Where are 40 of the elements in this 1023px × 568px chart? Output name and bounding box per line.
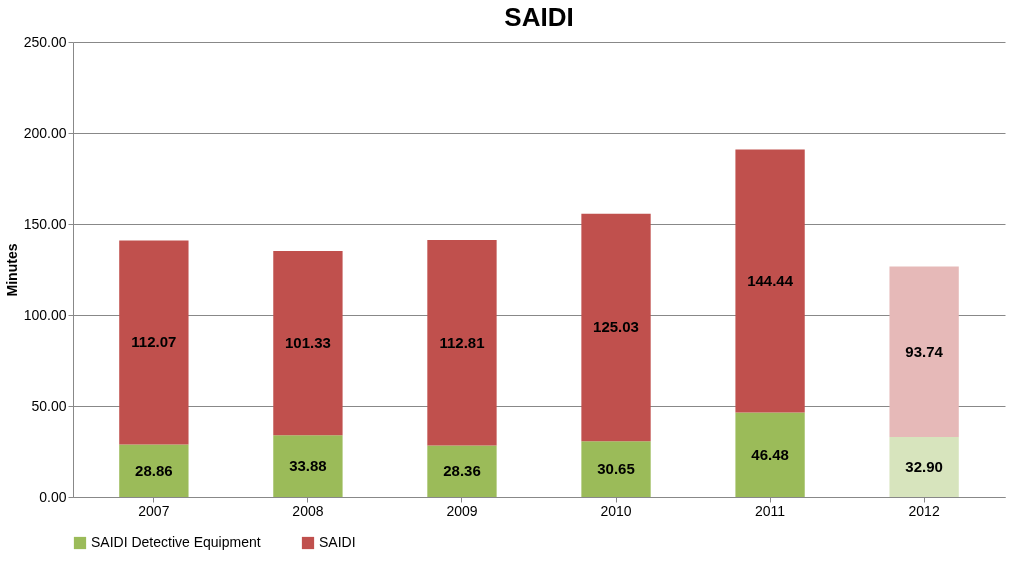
x-tick-label: 2010 <box>600 502 632 519</box>
data-label: 112.81 <box>439 333 485 351</box>
data-label: 112.07 <box>131 333 177 351</box>
bar <box>119 240 189 445</box>
y-tick-label: 100.00 <box>23 306 67 323</box>
bar <box>889 437 959 497</box>
legend-label: SAIDI <box>319 534 356 550</box>
x-tick-label: 2008 <box>292 502 324 519</box>
bar <box>735 149 805 413</box>
data-label: 144.44 <box>747 271 794 289</box>
x-tick-label: 2007 <box>138 502 170 519</box>
bar <box>119 444 189 497</box>
data-label: 28.36 <box>443 462 481 480</box>
y-tick-label: 200.00 <box>23 124 67 141</box>
x-tick-label: 2009 <box>446 502 478 519</box>
data-label: 28.86 <box>135 461 173 479</box>
bar <box>427 240 497 446</box>
x-tick-label: 2012 <box>908 502 940 519</box>
data-label: 30.65 <box>597 460 635 478</box>
data-label: 46.48 <box>751 445 789 463</box>
bar <box>273 250 343 436</box>
bar <box>581 213 651 442</box>
y-tick-label: 250.00 <box>23 33 67 50</box>
data-label: 32.90 <box>905 458 943 476</box>
y-tick-label: 0.00 <box>39 488 67 505</box>
data-label: 93.74 <box>905 342 944 360</box>
x-tick-label: 2011 <box>755 502 786 519</box>
bar <box>273 435 343 497</box>
y-tick-label: 50.00 <box>31 397 67 414</box>
bar <box>889 266 959 438</box>
legend-label: SAIDI Detective Equipment <box>91 534 261 550</box>
y-axis-title: Minutes <box>3 243 20 297</box>
y-tick-label: 150.00 <box>23 215 67 232</box>
data-label: 125.03 <box>593 318 639 336</box>
chart-title: SAIDI <box>504 2 574 32</box>
bar <box>427 445 497 497</box>
data-label: 101.33 <box>284 334 331 352</box>
bar <box>581 441 651 497</box>
data-label: 33.88 <box>289 457 327 475</box>
bar <box>735 412 805 497</box>
